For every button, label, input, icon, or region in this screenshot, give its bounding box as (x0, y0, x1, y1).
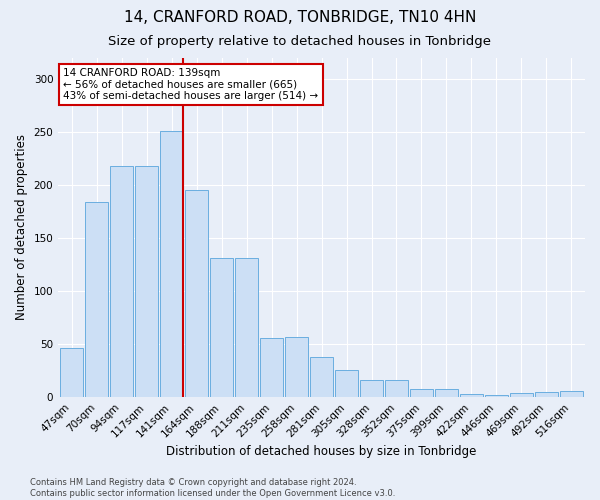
Bar (110, 166, 133, 397)
Bar (435, 388, 458, 397)
Bar (360, 380, 383, 397)
Text: 14, CRANFORD ROAD, TONBRIDGE, TN10 4HN: 14, CRANFORD ROAD, TONBRIDGE, TN10 4HN (124, 10, 476, 25)
Bar (235, 258, 258, 397)
Bar (160, 131, 183, 397)
Bar (310, 357, 333, 397)
Bar (410, 388, 433, 397)
Text: Size of property relative to detached houses in Tonbridge: Size of property relative to detached ho… (109, 35, 491, 48)
Bar (210, 258, 233, 397)
Bar (285, 336, 308, 397)
Bar (260, 338, 283, 397)
X-axis label: Distribution of detached houses by size in Tonbridge: Distribution of detached houses by size … (166, 444, 477, 458)
Bar (460, 394, 483, 397)
Text: Contains HM Land Registry data © Crown copyright and database right 2024.
Contai: Contains HM Land Registry data © Crown c… (30, 478, 395, 498)
Bar (535, 392, 558, 397)
Bar (385, 380, 408, 397)
Bar (485, 395, 508, 397)
Bar (85, 202, 109, 397)
Bar (136, 166, 158, 397)
Bar (560, 391, 583, 397)
Y-axis label: Number of detached properties: Number of detached properties (15, 134, 28, 320)
Bar (510, 393, 533, 397)
Bar (185, 190, 208, 397)
Bar (335, 370, 358, 397)
Bar (61, 348, 83, 397)
Text: 14 CRANFORD ROAD: 139sqm
← 56% of detached houses are smaller (665)
43% of semi-: 14 CRANFORD ROAD: 139sqm ← 56% of detach… (64, 68, 319, 101)
